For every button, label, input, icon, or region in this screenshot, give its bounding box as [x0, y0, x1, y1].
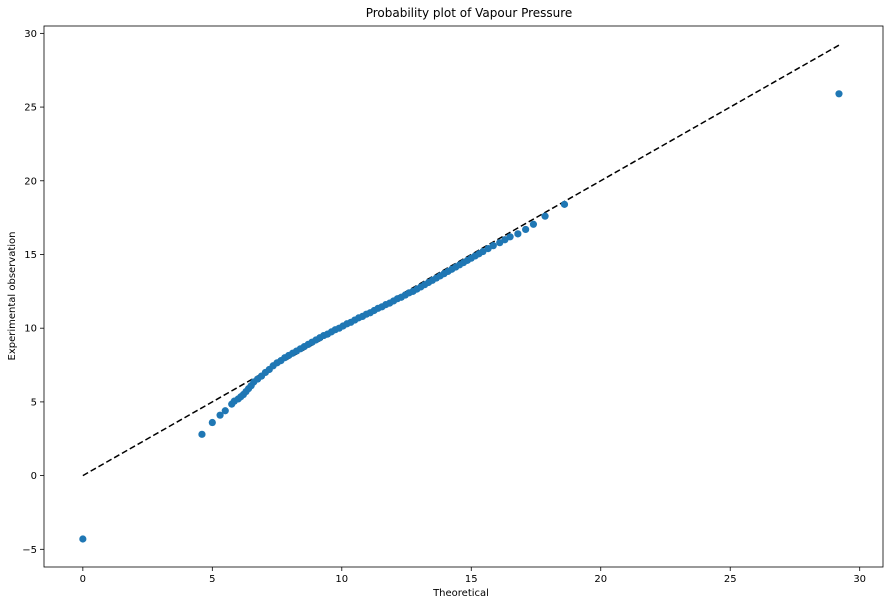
x-tick-label: 10	[335, 574, 348, 585]
data-point	[835, 90, 843, 98]
y-tick-label: 0	[31, 471, 37, 482]
x-tick-label: 0	[80, 574, 86, 585]
data-point	[489, 242, 497, 250]
data-point	[514, 230, 522, 238]
y-axis-label: Experimental observation	[7, 231, 18, 360]
data-point	[198, 430, 206, 438]
y-tick-label: 5	[31, 397, 37, 408]
data-point	[522, 225, 530, 234]
x-tick-label: 25	[724, 574, 737, 585]
y-axis: −5 0 5 10 15 20 25 30	[22, 29, 44, 556]
data-point	[560, 200, 569, 208]
x-axis: 0 5 10 15 20 25 30	[80, 567, 866, 585]
x-tick-label: 30	[853, 574, 866, 585]
data-point	[79, 535, 87, 543]
x-tick-label: 5	[209, 574, 215, 585]
data-point	[208, 418, 216, 427]
y-tick-label: 30	[24, 29, 37, 40]
data-point	[221, 407, 229, 415]
y-tick-label: 15	[24, 250, 37, 261]
x-tick-label: 20	[594, 574, 607, 585]
data-points	[79, 90, 843, 543]
y-tick-label: 20	[24, 176, 37, 187]
data-point	[529, 220, 538, 228]
data-point	[506, 233, 514, 241]
data-point	[216, 411, 224, 419]
plot-area-frame	[43, 25, 884, 568]
y-tick-label: −5	[22, 545, 37, 556]
chart-title: Probability plot of Vapour Pressure	[366, 6, 573, 20]
y-tick-label: 10	[24, 324, 37, 335]
data-point	[541, 212, 549, 220]
x-axis-label: Theoretical	[432, 588, 489, 599]
y-tick-label: 25	[24, 103, 37, 114]
x-tick-label: 15	[465, 574, 478, 585]
